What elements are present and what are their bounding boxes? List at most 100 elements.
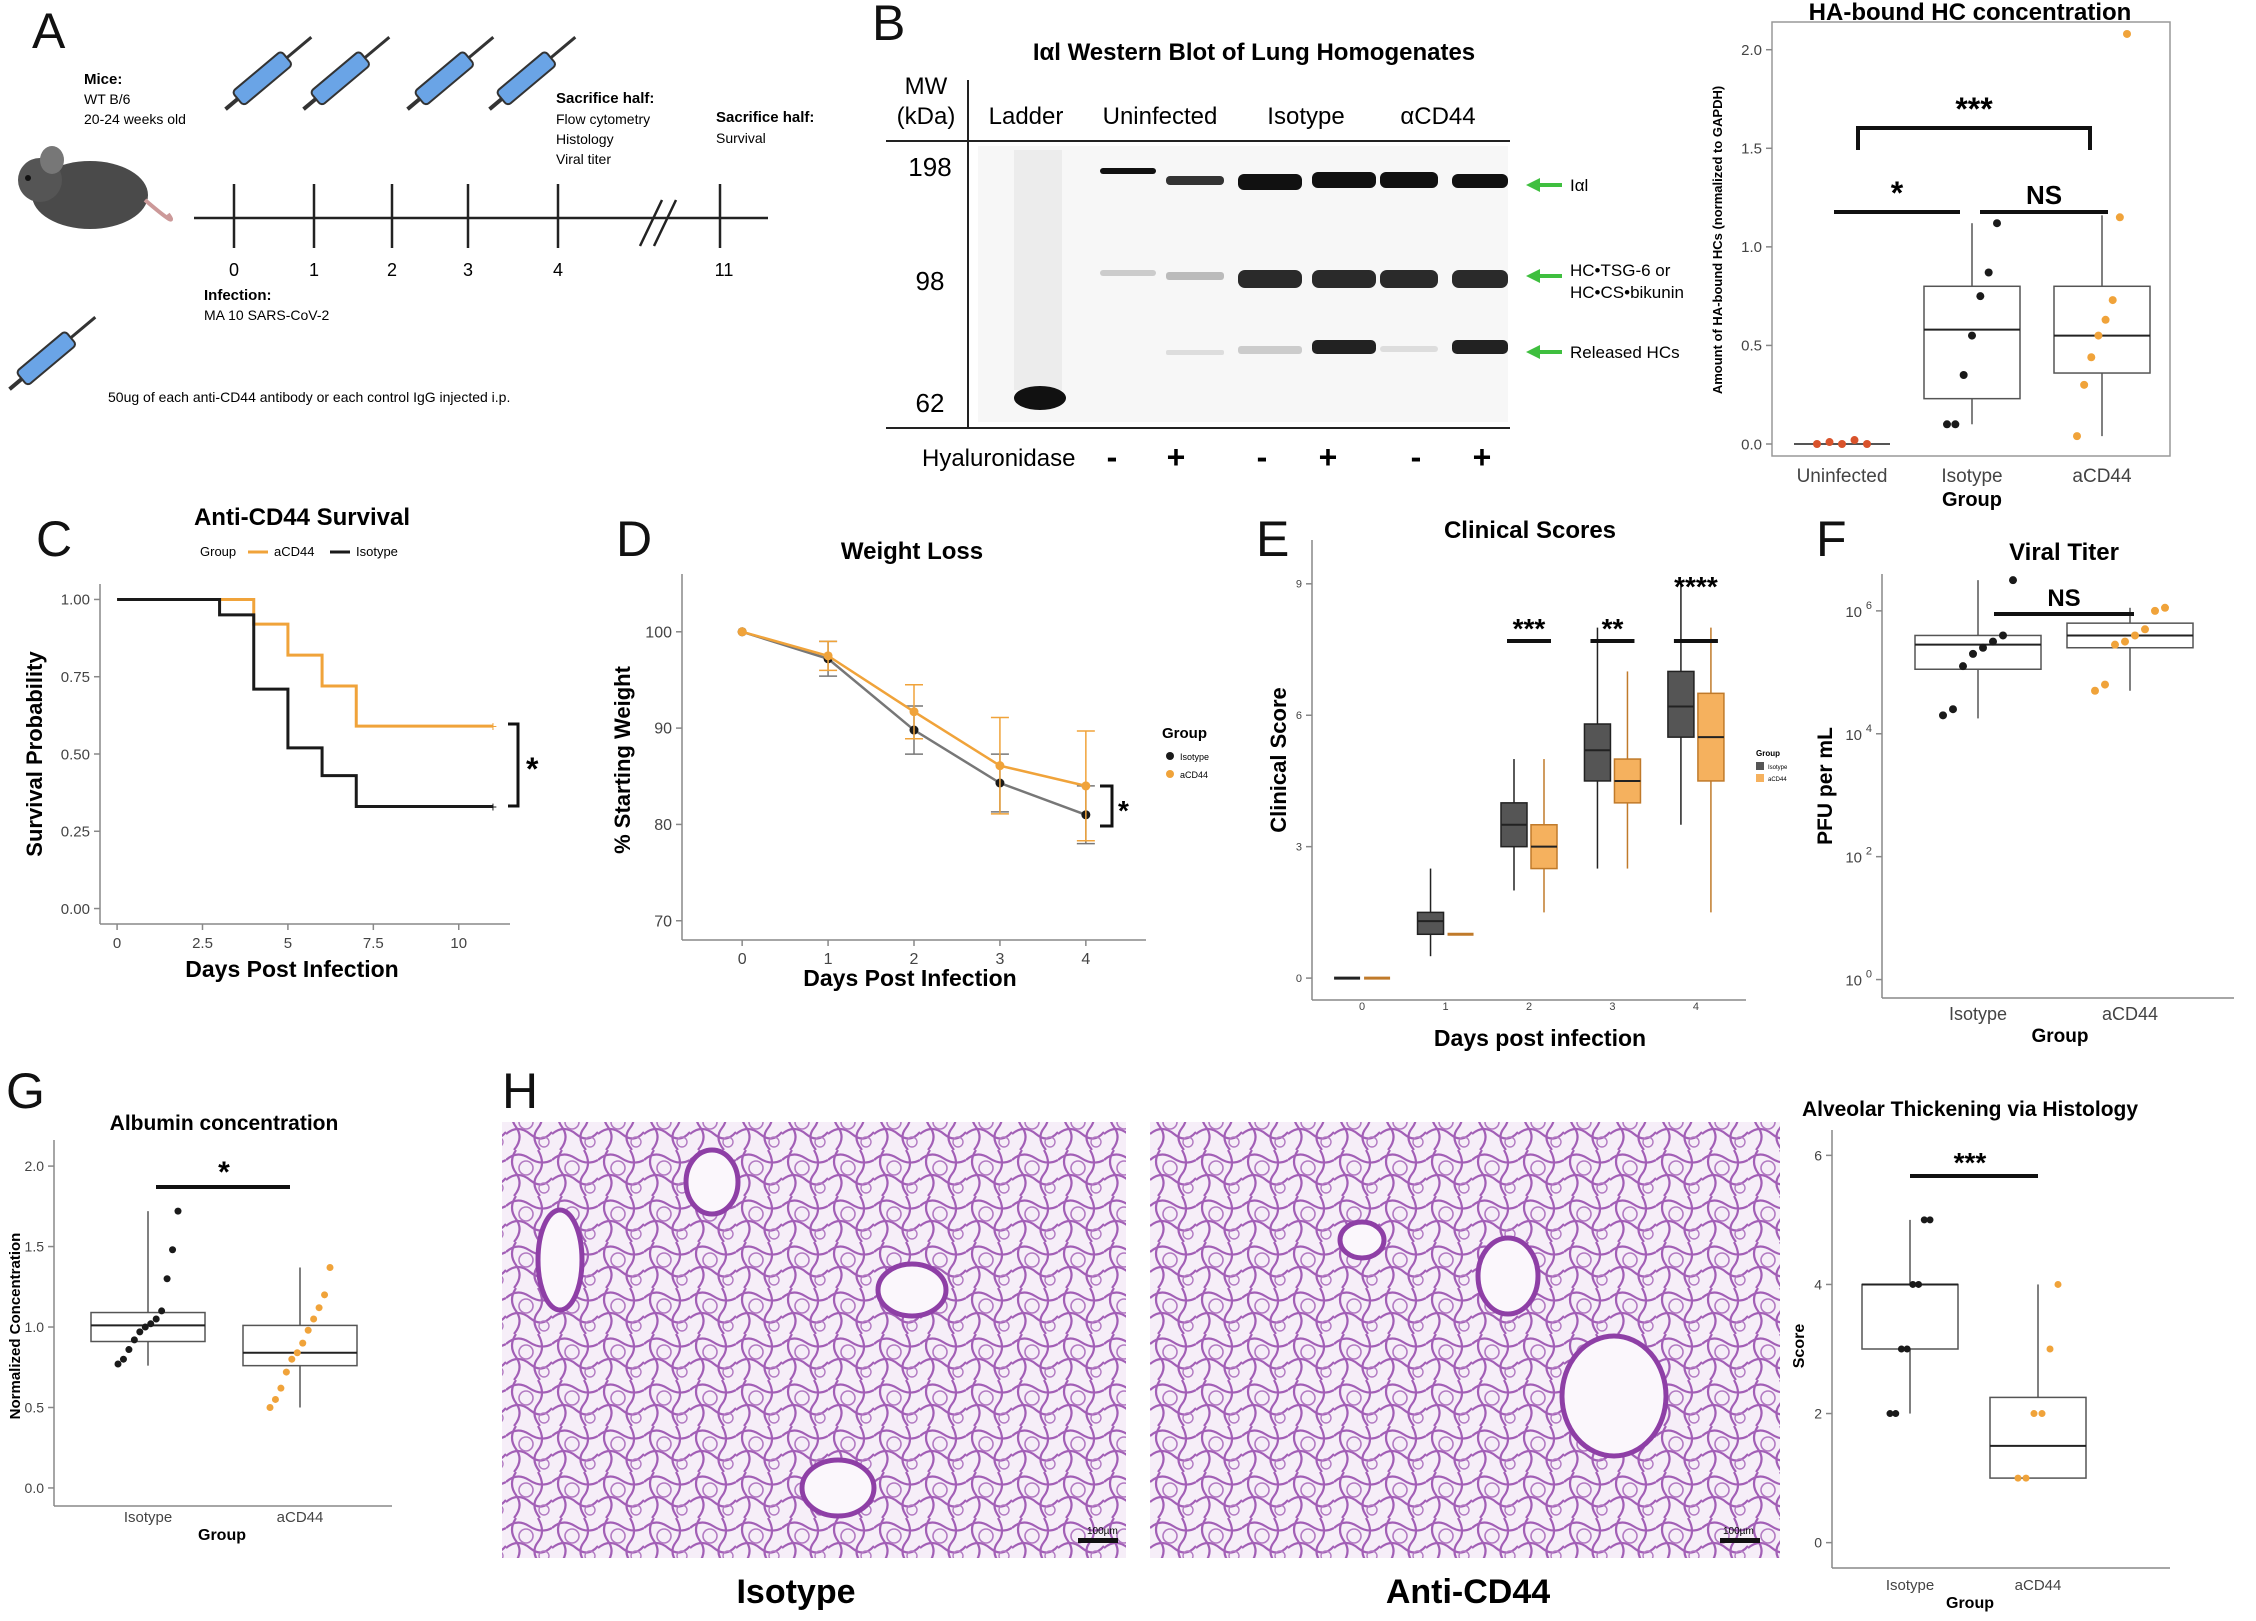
clinical-xlabel: Days post infection bbox=[1434, 1025, 1646, 1051]
survival-xlabel: Days Post Infection bbox=[185, 956, 398, 982]
albumin-point bbox=[130, 1336, 138, 1344]
ha-hc-point bbox=[1959, 371, 1968, 379]
histology-label-acd44: Anti-CD44 bbox=[1386, 1573, 1550, 1611]
clinical-sig-day4-label: **** bbox=[1674, 571, 1718, 602]
clinical-ytick-label-1: 3 bbox=[1296, 842, 1302, 854]
alveolar-ytick-label-0: 0 bbox=[1814, 1535, 1822, 1551]
weight-xtick-label-1: 1 bbox=[824, 951, 833, 968]
survival-censor-isotype: + bbox=[489, 799, 497, 815]
ha-hc-xlabel: Group bbox=[1942, 489, 2002, 511]
albumin-point bbox=[125, 1346, 133, 1354]
viral-isotype-box bbox=[1914, 634, 2042, 670]
clinical-xtick-0: 0 bbox=[1359, 1001, 1365, 1013]
chart-viral: Viral Titer 10 0 10 2 10 4 10 6 PFU per mL Isotype… bbox=[1814, 539, 2234, 1047]
ha-hc-ytick-label-3: 1.5 bbox=[1741, 141, 1762, 158]
weight-point-acd44 bbox=[737, 627, 747, 637]
albumin-point bbox=[315, 1304, 323, 1312]
viral-ytick-exp-1: 2 bbox=[1866, 846, 1872, 858]
survival-xtick-label-4: 10 bbox=[450, 935, 467, 952]
clinical-xtick-3: 3 bbox=[1609, 1001, 1615, 1013]
albumin-point bbox=[147, 1320, 155, 1328]
histology-vessels bbox=[535, 1147, 1669, 1519]
ha-hc-ytick-label-4: 2.0 bbox=[1741, 42, 1762, 59]
viral-point bbox=[2101, 680, 2109, 689]
infection-title: Infection: bbox=[204, 287, 272, 304]
ha-hc-point bbox=[1943, 420, 1951, 429]
clinical-sig-day2-label: *** bbox=[1513, 613, 1546, 644]
weight-ylabel: % Starting Weight bbox=[610, 665, 635, 853]
viral-point bbox=[1939, 711, 1947, 720]
ha-hc-xtick-isotype: Isotype bbox=[1941, 466, 2002, 487]
viral-point bbox=[2141, 625, 2149, 634]
ha-hc-sig-all-label: *** bbox=[1955, 91, 1993, 127]
panel-letter-g: G bbox=[6, 1063, 45, 1119]
viral-ytick-exp-0: 0 bbox=[1866, 969, 1872, 981]
panel-letter-b: B bbox=[872, 0, 905, 51]
clinical-legend-swatch-isotype bbox=[1756, 762, 1764, 770]
scale-bar-acd44: 100µm bbox=[1723, 1526, 1754, 1537]
weight-legend-isotype: Isotype bbox=[1180, 752, 1209, 762]
timeline-day-1: 1 bbox=[309, 260, 319, 280]
survival-xtick-label-1: 2.5 bbox=[192, 935, 213, 952]
clinical-xtick-2: 2 bbox=[1526, 1001, 1532, 1013]
weight-sig-bracket bbox=[1100, 784, 1114, 828]
panel-letter-e: E bbox=[1256, 511, 1289, 567]
hyal-sign-4: + bbox=[1319, 439, 1338, 475]
hyal-sign-6: + bbox=[1473, 439, 1492, 475]
clinical-legend-isotype: Isotype bbox=[1768, 765, 1788, 771]
weight-point-acd44 bbox=[823, 651, 833, 661]
scale-bars: 100µm 100µm bbox=[1078, 1526, 1760, 1543]
timeline-day-4: 4 bbox=[553, 260, 563, 280]
hyal-sign-2: + bbox=[1167, 439, 1186, 475]
albumin-ytick-label-3: 1.5 bbox=[25, 1238, 45, 1254]
ha-hc-ytick-label-2: 1.0 bbox=[1741, 239, 1762, 256]
albumin-point bbox=[136, 1328, 144, 1336]
viral-point bbox=[2151, 606, 2159, 615]
viral-point bbox=[1979, 643, 1987, 652]
albumin-point bbox=[114, 1360, 122, 1368]
ha-hc-point bbox=[1838, 440, 1846, 448]
viral-point bbox=[2091, 686, 2099, 695]
sacrifice2-title: Sacrifice half: bbox=[716, 109, 814, 126]
ha-hc-point bbox=[2073, 432, 2081, 441]
alveolar-point bbox=[1897, 1345, 1905, 1353]
ha-hc-point bbox=[1993, 219, 2001, 228]
chart-alveolar: Alveolar Thickening via Histology 0 2 4 6 Sco… bbox=[1791, 1098, 2170, 1612]
albumin-point bbox=[326, 1263, 334, 1271]
kda-label: (kDa) bbox=[897, 103, 956, 130]
albumin-point bbox=[266, 1403, 274, 1411]
weight-xtick-label-2: 2 bbox=[910, 951, 919, 968]
albumin-point bbox=[282, 1368, 290, 1376]
albumin-point bbox=[321, 1291, 329, 1299]
lane-ladder: Ladder bbox=[989, 103, 1064, 130]
timeline-day-2: 2 bbox=[387, 260, 397, 280]
sacrifice1-flow: Flow cytometry bbox=[556, 111, 650, 127]
survival-series-acd44 bbox=[117, 597, 493, 728]
weight-ytick-label-2: 90 bbox=[654, 721, 672, 738]
albumin-point bbox=[119, 1355, 127, 1363]
weight-xtick-label-0: 0 bbox=[738, 951, 747, 968]
albumin-point bbox=[169, 1246, 177, 1254]
albumin-xlabel: Group bbox=[198, 1527, 246, 1544]
timeline-day-11: 11 bbox=[715, 260, 734, 280]
mice-strain: WT B/6 bbox=[84, 91, 131, 107]
clinical-isotype-day4-box bbox=[1667, 670, 1695, 738]
scale-bar-isotype: 100µm bbox=[1087, 1526, 1118, 1537]
chart-ha-hc: HA-bound HC concentration 0.0 0.5 1.0 1.5 2.0… bbox=[1710, 0, 2171, 511]
alveolar-point bbox=[2030, 1410, 2038, 1418]
chart-weight: Weight Loss 70 80 90 100 0 1 2 3 4 % Starting Weig… bbox=[610, 538, 1209, 991]
alveolar-point bbox=[2014, 1474, 2022, 1482]
clinical-legend-swatch-acd44 bbox=[1756, 774, 1764, 782]
alveolar-point bbox=[1903, 1345, 1911, 1353]
syringe-icons bbox=[8, 36, 577, 391]
albumin-point bbox=[174, 1207, 182, 1215]
weight-legend-swatch-isotype bbox=[1166, 752, 1174, 760]
survival-xtick-label-2: 5 bbox=[284, 935, 292, 952]
blot-title: Iαl Western Blot of Lung Homogenates bbox=[1033, 39, 1475, 66]
viral-ytick-base-2: 10 bbox=[1845, 727, 1862, 744]
mouse-icon bbox=[18, 146, 174, 229]
ha-hc-point bbox=[2101, 315, 2110, 324]
viral-point bbox=[2121, 637, 2129, 646]
clinical-xtick-4: 4 bbox=[1693, 1001, 1699, 1013]
